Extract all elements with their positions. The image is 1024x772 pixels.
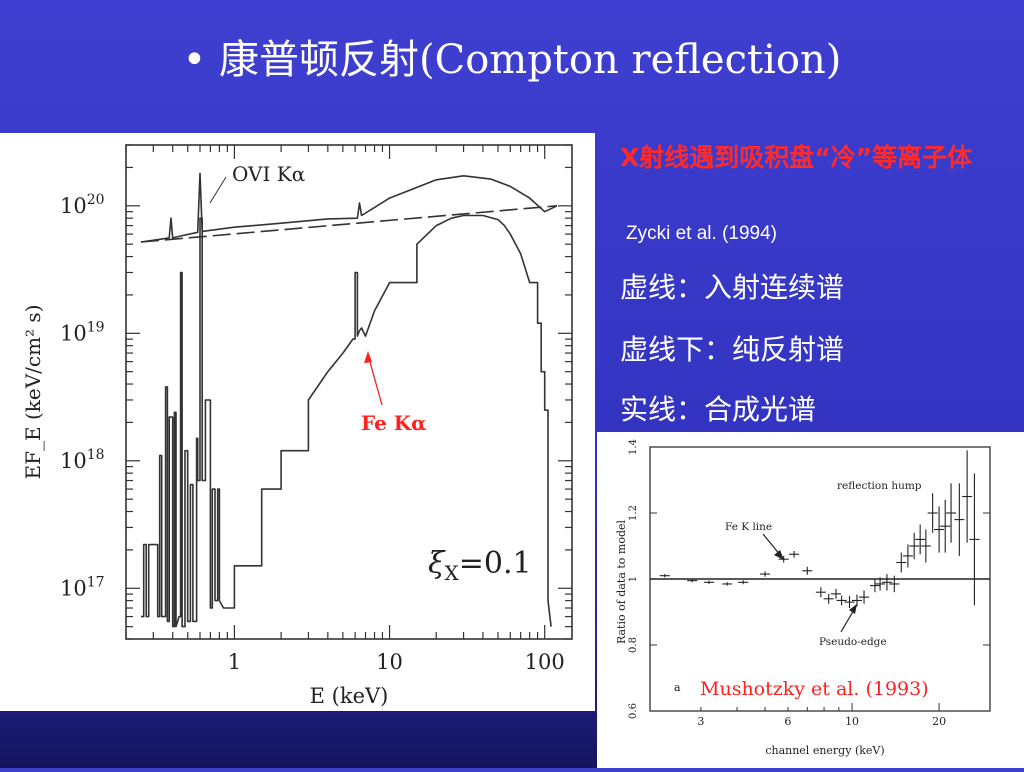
ratio-data-point	[802, 566, 813, 575]
edge-arrowhead	[849, 604, 857, 614]
ratio-data-point	[722, 582, 733, 586]
note-reflection: 虚线下：纯反射谱	[620, 333, 845, 366]
ratio-data-point	[946, 483, 957, 543]
ratio-data-point	[909, 532, 920, 560]
note-citation: Zycki et al. (1994)	[626, 223, 777, 244]
ratio-chart-panel: 3 6 10 20 0.6 0.8 1 1.2 1.4 reflection hump Fe K…	[597, 432, 1024, 768]
ratio-data-point	[836, 595, 847, 606]
ratio-data-point	[760, 571, 771, 577]
ratio-y-tick-label: 1.2	[628, 505, 639, 521]
title-bullet: •	[182, 37, 207, 83]
spectrum-chart: 1 10 100 1017 1018 1019 1020 OVI Kα Fe Kα ξX=0…	[21, 144, 573, 708]
spectrum-y-tick-label: 1018	[60, 447, 105, 473]
spectrum-y-tick-label: 1019	[60, 319, 105, 345]
ratio-y-axis-label: Ratio of data to model	[615, 519, 628, 644]
edge-annotation: Pseudo-edge	[819, 636, 887, 648]
ratio-data-point	[859, 590, 870, 604]
ratio-data-point	[844, 596, 855, 609]
ratio-data-point	[789, 550, 800, 558]
ratio-data-point	[815, 587, 826, 598]
spectrum-series-line	[141, 214, 552, 628]
ratio-data-point	[934, 506, 945, 553]
ratio-data-point	[915, 524, 926, 555]
ratio-data-point	[875, 577, 886, 591]
fe-annotation: Fe Kα	[361, 411, 427, 435]
xi-value: =0.1	[459, 546, 532, 581]
spectrum-y-tick-label: 1017	[60, 574, 105, 600]
spectrum-x-tick-label: 1	[228, 650, 241, 674]
hump-annotation: reflection hump	[837, 480, 922, 492]
ratio-y-tick-label: 1.4	[628, 439, 639, 455]
ratio-data-point	[659, 574, 670, 578]
ratio-data-point	[823, 593, 834, 604]
ratio-x-tick-label: 10	[845, 715, 859, 728]
incident-continuum-line	[140, 205, 558, 243]
panel-letter: a	[674, 681, 681, 694]
ratio-data-point	[830, 588, 842, 599]
ratio-y-tick-label: 1	[628, 576, 639, 582]
ratio-data-point	[927, 493, 938, 533]
ratio-data-point	[703, 580, 715, 584]
slide-title: • 康普顿反射(Compton reflection)	[0, 36, 1024, 84]
ratio-x-tick-label: 6	[784, 715, 791, 728]
ratio-data-point	[902, 544, 913, 568]
ratio-data-point	[851, 594, 863, 607]
ratio-y-tick-label: 0.8	[628, 637, 639, 653]
ratio-y-tick-label: 0.6	[628, 703, 639, 719]
xi-symbol: ξ	[428, 546, 446, 581]
ratio-x-tick-label: 20	[932, 715, 946, 728]
ratio-x-tick-label: 3	[697, 715, 704, 728]
fe-line-arrowhead	[774, 550, 784, 560]
ratio-data-point	[920, 529, 931, 563]
xi-subscript: X	[445, 561, 460, 585]
ratio-data-point	[687, 579, 698, 583]
ovi-pointer	[209, 176, 227, 204]
fe-line-annotation: Fe K line	[725, 521, 772, 533]
note-headline: X射线遇到吸积盘“冷”等离子体	[620, 143, 973, 172]
ratio-data-point	[869, 579, 880, 593]
spectrum-y-axis-label: EF_E (keV/cm² s)	[21, 305, 45, 480]
ratio-data-point	[940, 499, 951, 553]
ratio-data-point	[896, 552, 907, 573]
ratio-chart: 3 6 10 20 0.6 0.8 1 1.2 1.4 reflection hump Fe K…	[615, 439, 991, 757]
xi-label: ξX=0.1	[428, 546, 532, 585]
ratio-data-point	[954, 483, 965, 556]
spectrum-plot-frame	[125, 144, 573, 640]
ratio-data-point	[738, 580, 749, 585]
spectrum-x-tick-label: 10	[376, 650, 403, 674]
spectrum-series-line	[140, 172, 558, 243]
note-composite: 实线：合成光谱	[620, 393, 817, 426]
ratio-data-point	[969, 473, 980, 606]
fe-arrow-head	[364, 351, 372, 363]
fe-arrow-line	[367, 354, 383, 406]
ratio-data-point	[889, 575, 900, 593]
spectrum-x-tick-label: 100	[525, 650, 565, 674]
title-text: 康普顿反射(Compton reflection)	[218, 37, 842, 83]
spectrum-x-axis-label: E (keV)	[310, 684, 389, 708]
ratio-data-point	[881, 574, 892, 591]
ovi-annotation: OVI Kα	[232, 162, 305, 186]
ratio-x-axis-label: channel energy (keV)	[765, 744, 884, 757]
ratio-citation: Mushotzky et al. (1993)	[700, 678, 929, 700]
note-incident: 虚线：入射连续谱	[620, 271, 845, 304]
ratio-data-point	[962, 450, 973, 543]
spectrum-chart-panel: 1 10 100 1017 1018 1019 1020 OVI Kα Fe Kα ξX=0…	[0, 133, 595, 711]
spectrum-y-tick-label: 1020	[60, 192, 105, 218]
